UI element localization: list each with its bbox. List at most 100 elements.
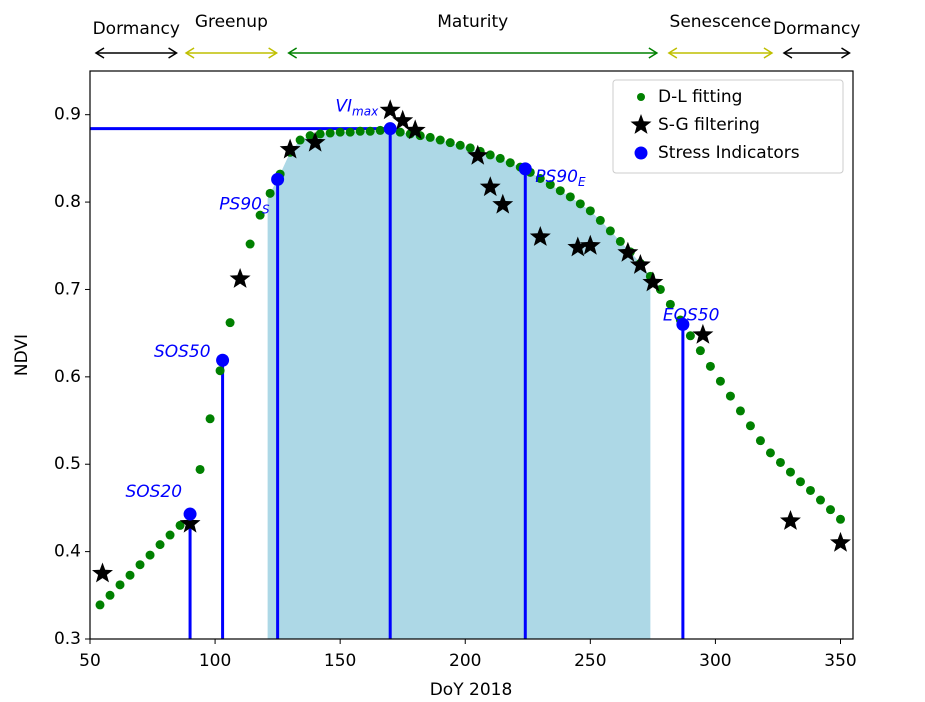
legend-marker [630,114,652,134]
indicator-point [518,162,532,176]
dl-point [715,376,725,386]
dl-point [695,346,705,356]
dl-point [215,366,225,376]
dl-point [815,495,825,505]
dl-point [155,540,165,550]
phase-label: Greenup [195,12,268,32]
sg-point [404,119,426,140]
phase-label: Maturity [437,12,508,32]
dl-point [455,140,465,150]
dl-point [495,153,505,163]
x-tick-label: 200 [449,651,481,671]
dl-point [195,464,205,474]
indicator-point [383,122,397,136]
dl-point [575,199,585,209]
indicator-label-main: PS90 [219,194,262,214]
x-tick-label: 250 [574,651,606,671]
x-tick-label: 100 [199,651,231,671]
sg-point [629,254,651,274]
sg-point [830,531,851,552]
dl-point [305,131,315,141]
dl-point [505,158,515,168]
y-tick-label: 0.9 [54,105,81,125]
sg-point [567,236,589,257]
dl-point [355,126,365,136]
dl-point [395,127,405,137]
indicator-label-sub: S [262,202,270,216]
indicator-label: PS90E [535,167,586,189]
x-tick-label: 150 [324,651,356,671]
legend-marker [634,146,648,160]
dl-point [295,135,305,145]
dl-point [255,210,265,220]
phase-arrowhead [184,47,195,59]
dl-point [365,126,375,136]
y-axis-label: NDVI [12,334,32,376]
indicator-label: SOS20 [125,482,182,502]
sg-point [529,226,551,246]
dl-point [535,173,545,183]
dl-point [545,180,555,190]
sg-point [392,109,414,130]
dl-point [835,514,845,524]
indicator-label: PS90S [219,194,270,216]
dl-point [175,520,185,530]
x-tick-label: 50 [79,651,101,671]
phase-label: Senescence [670,12,772,32]
dl-point [745,421,755,431]
y-tick-label: 0.5 [54,454,81,474]
indicator-label-main: EOS50 [663,305,720,325]
dl-point [105,590,115,600]
dl-point [805,485,815,495]
y-tick-label: 0.8 [54,192,81,212]
phase-arrowhead [287,47,298,59]
y-tick-label: 0.3 [54,629,81,649]
legend-label: D-L fitting [658,87,742,107]
sg-point [304,131,326,152]
phase-arrowhead [782,47,793,59]
phase-arrowhead [841,47,851,59]
sg-point [579,234,601,255]
dl-point [325,128,335,138]
sg-point [92,562,113,583]
dl-point [825,505,835,515]
legend-marker [637,93,645,101]
legend-label: S-G filtering [658,115,760,135]
y-tick-label: 0.4 [54,542,81,562]
dl-point [205,414,215,424]
dl-point [555,186,565,196]
phase-label: Dormancy [773,19,860,39]
dl-point [725,391,735,401]
sg-point [617,241,639,262]
dl-point [425,132,435,142]
shaded-region [267,130,651,639]
phase-arrowhead [268,47,279,59]
sg-point [229,268,251,288]
dl-point [115,580,125,590]
indicator-label-main: SOS50 [154,342,211,362]
dl-point [485,150,495,160]
indicator-point [271,172,285,186]
dl-point [445,138,455,148]
axes-frame [89,70,854,640]
dl-point [665,299,675,309]
sg-point [479,176,501,197]
indicator-label: VImax [335,97,379,119]
indicator-point [676,317,690,331]
dl-point [315,129,325,139]
legend-label: Stress Indicators [658,143,800,163]
phase-arrowhead [168,47,178,59]
dl-point [785,467,795,477]
dl-point [795,477,805,487]
x-axis-label: DoY 2018 [430,680,513,700]
dl-point [125,570,135,580]
indicator-label-main: PS90 [535,167,578,187]
dl-point [465,143,475,153]
phase-label: Dormancy [93,19,180,39]
dl-point [775,457,785,467]
dl-point [345,127,355,137]
indicator-label: SOS50 [154,342,211,362]
dl-point [265,188,275,198]
dl-point [735,406,745,416]
indicator-label-main: VI [335,97,352,117]
